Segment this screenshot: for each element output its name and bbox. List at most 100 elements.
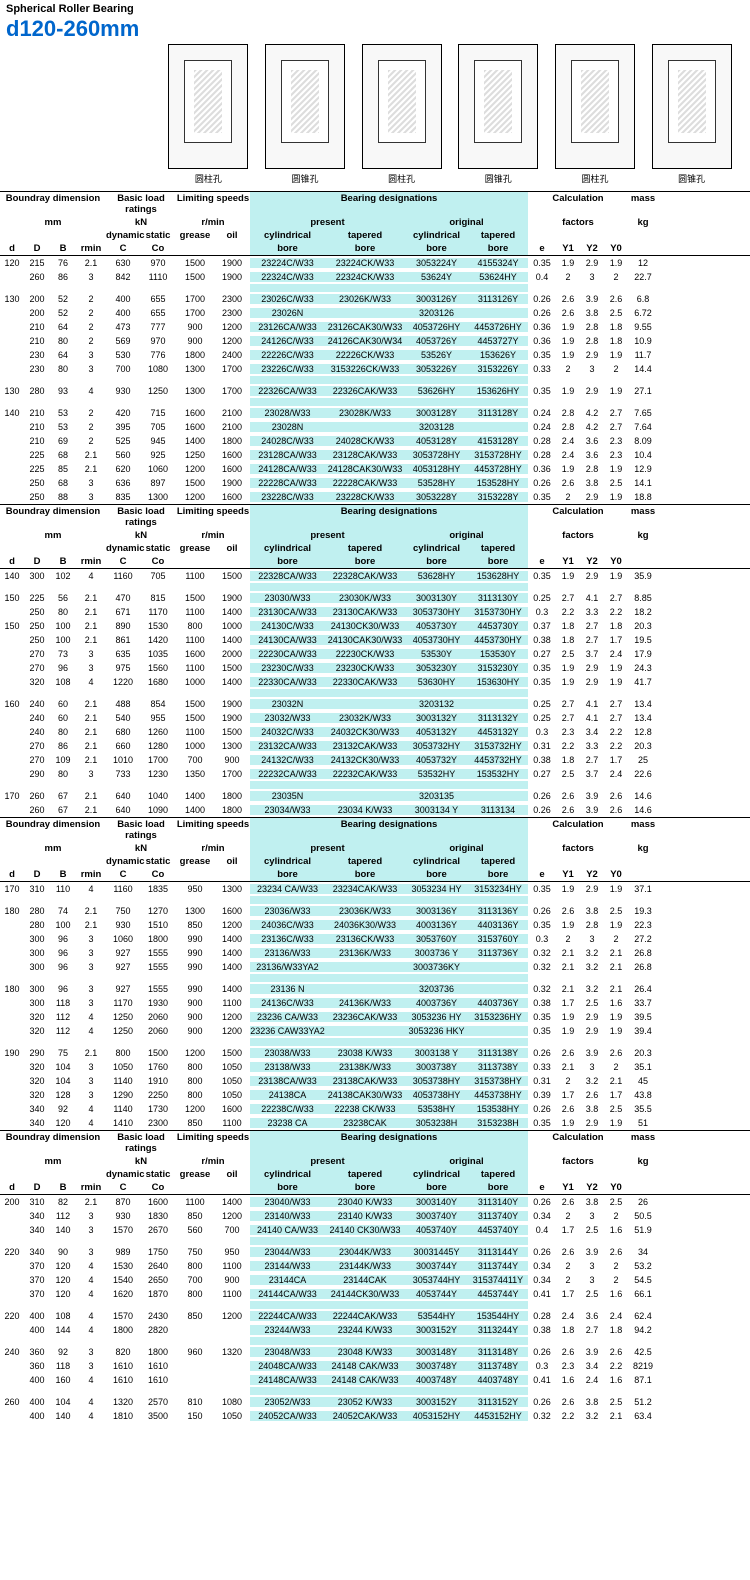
hdr-col-rmin: rmin [76, 868, 106, 881]
cell: 2.2 [556, 741, 580, 751]
cell: 4053730Y [405, 621, 468, 631]
cell: 2.4 [556, 436, 580, 446]
cell: 2 [556, 1261, 580, 1271]
cell: 24130CAK30/W33 [325, 635, 405, 645]
cell [0, 663, 24, 673]
cell: 3113736Y [468, 948, 528, 958]
cell: 1.9 [604, 1026, 628, 1036]
cell: 3203128 [405, 422, 468, 432]
hdr-col-B: B [50, 868, 76, 881]
cell: 2.7 [556, 713, 580, 723]
cell: 13.4 [628, 699, 658, 709]
cell: 24138CA [250, 1090, 325, 1100]
cell: 1100 [176, 727, 214, 737]
cell: 23226C/W33 [250, 364, 325, 374]
cell: 3053234 HY [405, 884, 468, 894]
cell: 680 [106, 727, 140, 737]
cell [325, 422, 405, 432]
cell: 1100 [214, 998, 250, 1008]
cell: 260 [24, 791, 50, 801]
cell: 23044K/W33 [325, 1247, 405, 1257]
cell: 96 [50, 934, 76, 944]
cell: 2.1 [76, 464, 106, 474]
bearing-diagram: 圆柱孔 [362, 44, 442, 185]
cell: 930 [106, 920, 140, 930]
cell: 23040/W33 [250, 1197, 325, 1207]
table-row: 320112412502060900120023236 CA/W3323236C… [0, 1010, 750, 1024]
hdr-dim-unit: mm [0, 216, 106, 229]
hdr-col-Y0: Y0 [604, 868, 628, 881]
cell: 3153732HY [468, 741, 528, 751]
table-row: 23080370010801300170023226C/W333153226CK… [0, 362, 750, 376]
cell [325, 308, 405, 318]
cell: 24144CK30/W33 [325, 1289, 405, 1299]
cell: 850 [176, 920, 214, 930]
cell: 0.35 [528, 1012, 556, 1022]
cell: 23140 K/W33 [325, 1211, 405, 1221]
cell: 3.7 [580, 649, 604, 659]
cell: 4453728HY [468, 464, 528, 474]
cell: 1000 [214, 621, 250, 631]
cell: 890 [106, 621, 140, 631]
cell: 104 [50, 1062, 76, 1072]
cell: 320 [24, 1076, 50, 1086]
cell: 2.1 [76, 906, 106, 916]
cell: 850 [176, 1211, 214, 1221]
cell [0, 464, 24, 474]
cell: 23144K/W33 [325, 1261, 405, 1271]
cell: 560 [106, 450, 140, 460]
cell: 3113136Y [468, 906, 528, 916]
cell: 1610 [140, 1375, 176, 1385]
cell: 0.28 [528, 1311, 556, 1321]
cell: 120 [50, 1275, 76, 1285]
cell: 395 [106, 422, 140, 432]
cell: 53624Y [405, 272, 468, 282]
size-range: d120-260mm [0, 16, 750, 42]
cell: 1.9 [604, 350, 628, 360]
cell: 53538HY [405, 1104, 468, 1114]
cell: 23028N [250, 422, 325, 432]
cell: 842 [106, 272, 140, 282]
cell: 1200 [176, 1048, 214, 1058]
cell: 1600 [214, 492, 250, 502]
cell: 800 [176, 1289, 214, 1299]
cell: 153528HY [468, 478, 528, 488]
cell: 23236CAK/W33 [325, 1012, 405, 1022]
cell: 800 [176, 1261, 214, 1271]
hdr-mass-unit: kg [628, 216, 658, 229]
hdr-tap1: tapered [325, 229, 405, 242]
cell: 1900 [214, 713, 250, 723]
cell [214, 1361, 250, 1371]
cell: 4453732HY [468, 755, 528, 765]
cell: 2.6 [580, 1090, 604, 1100]
cell: 990 [176, 934, 214, 944]
cell [0, 492, 24, 502]
cell: 960 [176, 1347, 214, 1357]
cell: 2000 [214, 649, 250, 659]
cell: 3 [76, 998, 106, 1008]
cell: 0.38 [528, 635, 556, 645]
cell: 1350 [176, 769, 214, 779]
cell: 1760 [140, 1062, 176, 1072]
cell: 1320 [214, 1347, 250, 1357]
bearing-diagram: 圆锥孔 [652, 44, 732, 185]
cell: 705 [140, 571, 176, 581]
cell: 1900 [214, 699, 250, 709]
cell: 25 [628, 755, 658, 765]
cell: 53532HY [405, 769, 468, 779]
cell: 3003736 Y [405, 948, 468, 958]
cell: 1400 [214, 948, 250, 958]
cell: 24136K/W33 [325, 998, 405, 1008]
hdr-col-Co: Co [140, 1181, 176, 1194]
cell: 0.41 [528, 1375, 556, 1385]
cell: 4.1 [580, 593, 604, 603]
cell: 1200 [214, 920, 250, 930]
cell: 636 [106, 478, 140, 488]
cell: 854 [140, 699, 176, 709]
cell [0, 436, 24, 446]
cell: 0.35 [528, 258, 556, 268]
cell: 53526Y [405, 350, 468, 360]
cell: 3.8 [580, 1197, 604, 1207]
hdr-grease: grease [176, 229, 214, 242]
cell: 22244CAK/W33 [325, 1311, 405, 1321]
